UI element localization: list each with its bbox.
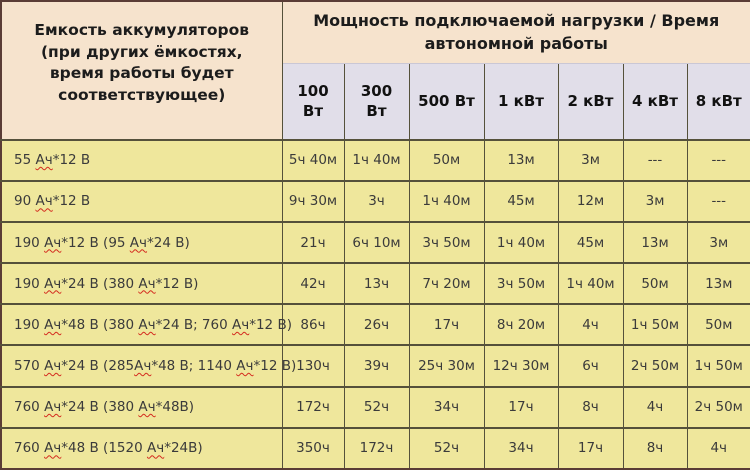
time-cell: 4ч [622,385,687,428]
time-cell: 34ч [483,426,558,469]
time-cell: 8ч [622,426,687,469]
row-label: 760 Ач*24 В (380 Ач*48В) [1,385,283,428]
column-header-8kw: 8 кВт [686,62,750,141]
time-cell: 3ч 50м [483,262,558,305]
time-cell: 1ч 50м [686,344,750,387]
column-header-4kw: 4 кВт [622,62,687,141]
column-header-100w: 100 Вт [281,62,344,141]
time-cell: 3ч [343,179,409,222]
time-cell: 5ч 40м [281,138,344,181]
time-cell: 8ч 20м [483,303,558,346]
time-cell: 12ч 30м [483,344,558,387]
table-row: 190 Ач*48 В (380 Ач*24 В; 760 Ач*12 В) 8… [1,303,750,346]
time-cell: 52ч [343,385,409,428]
time-cell: 3м [686,220,750,264]
table-row: 760 Ач*24 В (380 Ач*48В) 172ч 52ч 34ч 17… [1,385,750,428]
table-row: 90 Ач*12 В 9ч 30м 3ч 1ч 40м 45м 12м 3м -… [1,179,750,222]
time-cell: 4ч [686,426,750,469]
row-label: 190 Ач*12 В (95 Ач*24 В) [1,220,283,264]
column-header-500w: 500 Вт [408,62,484,141]
time-cell: 4ч [557,303,623,346]
time-cell: 172ч [281,385,344,428]
time-cell: 7ч 20м [408,262,484,305]
corner-header-battery-capacity: Емкость аккумуляторов (при других ёмкост… [1,1,283,141]
time-cell: 13м [622,220,687,264]
time-cell: 25ч 30м [408,344,484,387]
time-cell: 13м [483,138,558,181]
row-label: 90 Ач*12 В [1,179,283,222]
time-cell: 17ч [557,426,623,469]
time-cell: 1ч 40м [343,138,409,181]
table-row: 570 Ач*24 В (285Ач*48 В; 1140 Ач*12 В) 1… [1,344,750,387]
time-cell: 13м [686,262,750,305]
time-cell: 34ч [408,385,484,428]
time-cell: 6ч 10м [343,220,409,264]
time-cell: 172ч [343,426,409,469]
time-cell: 9ч 30м [281,179,344,222]
time-cell: 350ч [281,426,344,469]
time-cell: 1ч 50м [622,303,687,346]
time-cell: 1ч 40м [557,262,623,305]
column-header-300w: 300 Вт [343,62,409,141]
time-cell: 50м [686,303,750,346]
time-cell: 13ч [343,262,409,305]
table-row: 55 Ач*12 В 5ч 40м 1ч 40м 50м 13м 3м --- … [1,138,750,181]
time-cell: 50м [622,262,687,305]
time-cell: 26ч [343,303,409,346]
row-label: 190 Ач*24 В (380 Ач*12 В) [1,262,283,305]
row-label: 570 Ач*24 В (285Ач*48 В; 1140 Ач*12 В) [1,344,296,387]
time-cell: 21ч [281,220,344,264]
time-cell: 45м [557,220,623,264]
time-cell: 6ч [557,344,623,387]
time-cell: 42ч [281,262,344,305]
column-header-2kw: 2 кВт [557,62,623,141]
time-cell: 3м [622,179,687,222]
time-cell: 45м [483,179,558,222]
time-cell: 52ч [408,426,484,469]
table-row: 190 Ач*24 В (380 Ач*12 В) 42ч 13ч 7ч 20м… [1,262,750,305]
time-cell: 8ч [557,385,623,428]
time-cell: 39ч [343,344,409,387]
time-cell: 17ч [408,303,484,346]
row-label: 55 Ач*12 В [1,138,283,181]
time-cell: 12м [557,179,623,222]
time-cell: --- [622,138,687,181]
table-row: 760 Ач*48 В (1520 Ач*24В) 350ч 172ч 52ч … [1,426,750,469]
row-label: 760 Ач*48 В (1520 Ач*24В) [1,426,283,469]
time-cell: 1ч 40м [408,179,484,222]
time-cell: 2ч 50м [622,344,687,387]
time-cell: 17ч [483,385,558,428]
time-cell: 1ч 40м [483,220,558,264]
row-label: 190 Ач*48 В (380 Ач*24 В; 760 Ач*12 В) [1,303,292,346]
time-cell: 3ч 50м [408,220,484,264]
time-cell: 2ч 50м [686,385,750,428]
time-cell: --- [686,179,750,222]
time-cell: --- [686,138,750,181]
main-header-load-power: Мощность подключаемой нагрузки / Время а… [282,1,750,64]
time-cell: 3м [557,138,623,181]
time-cell: 86ч [281,303,344,346]
time-cell: 130ч [281,344,344,387]
table-row: 190 Ач*12 В (95 Ач*24 В) 21ч 6ч 10м 3ч 5… [1,220,750,264]
column-header-1kw: 1 кВт [483,62,558,141]
time-cell: 50м [408,138,484,181]
